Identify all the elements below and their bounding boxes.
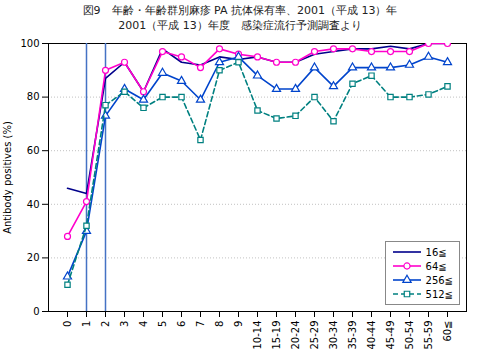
- svg-text:100: 100: [20, 38, 39, 49]
- svg-text:9: 9: [233, 321, 244, 327]
- svg-text:0: 0: [33, 306, 39, 317]
- svg-text:20-24: 20-24: [290, 321, 301, 350]
- svg-text:7: 7: [195, 321, 206, 327]
- svg-text:35-39: 35-39: [347, 321, 358, 350]
- svg-text:80: 80: [27, 91, 40, 102]
- svg-text:2: 2: [100, 321, 111, 327]
- svg-text:20: 20: [27, 252, 40, 263]
- svg-text:30-34: 30-34: [328, 321, 339, 350]
- svg-text:50-54: 50-54: [404, 321, 415, 350]
- svg-text:6: 6: [176, 321, 187, 327]
- html-text:図9 年齢・年齢群別麻疹 PA 抗体保有率、2001（平成: 図9 年齢・年齢群別麻疹 PA 抗体保有率、2001（平成 13）年: [82, 4, 398, 17]
- svg-text:45-49: 45-49: [385, 321, 396, 350]
- svg-text:4: 4: [138, 321, 149, 327]
- html-text:64≦: 64≦: [425, 260, 447, 272]
- svg-text:15-19: 15-19: [271, 321, 282, 350]
- html-text:16≦: 16≦: [425, 246, 447, 258]
- svg-text:40: 40: [27, 199, 40, 210]
- svg-text:8: 8: [214, 321, 225, 327]
- svg-text:3: 3: [119, 321, 130, 327]
- svg-text:Antibody positives (%): Antibody positives (%): [2, 121, 13, 234]
- svg-text:60: 60: [27, 145, 40, 156]
- html-text:2001（平成 13）年度 感染症流行予測調査より: 2001（平成 13）年度 感染症流行予測調査より: [118, 19, 362, 32]
- svg-text:10-14: 10-14: [252, 321, 263, 350]
- svg-text:25-29: 25-29: [309, 321, 320, 350]
- svg-text:1: 1: [81, 321, 92, 327]
- svg-text:0: 0: [62, 321, 73, 327]
- html-text:256≦: 256≦: [425, 274, 453, 286]
- svg-text:5: 5: [157, 321, 168, 327]
- svg-text:60≦: 60≦: [442, 321, 453, 342]
- svg-text:55-59: 55-59: [423, 321, 434, 350]
- html-text:512≦: 512≦: [425, 288, 453, 300]
- svg-text:40-44: 40-44: [366, 321, 377, 350]
